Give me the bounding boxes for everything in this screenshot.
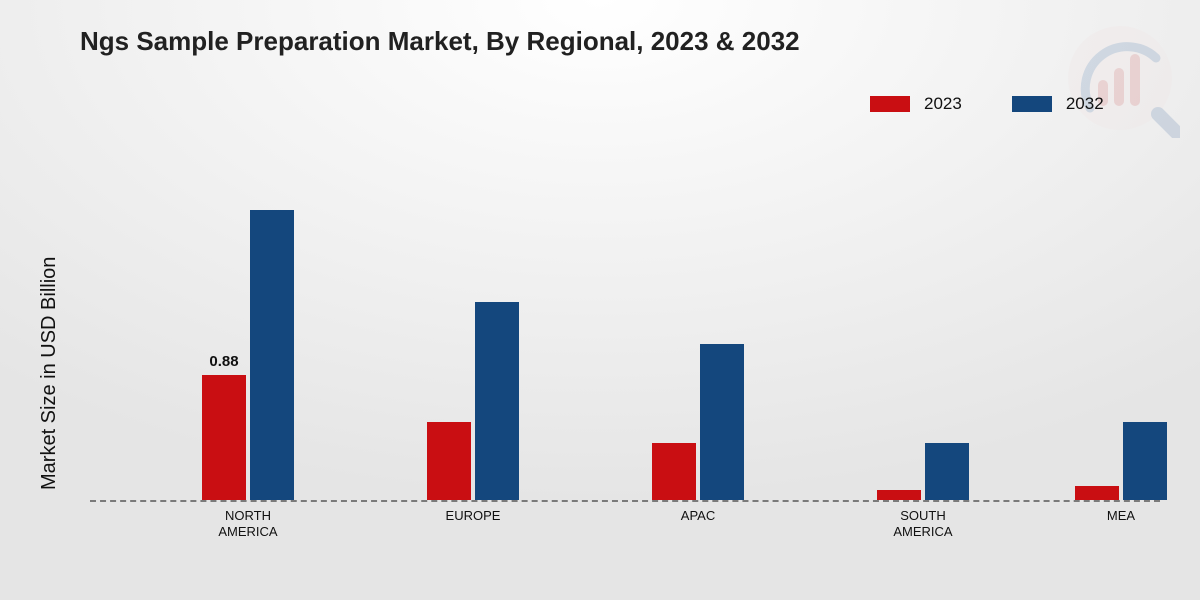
category-label-apac: APAC (638, 508, 758, 524)
chart-title: Ngs Sample Preparation Market, By Region… (80, 26, 800, 57)
legend-swatch-2032 (1012, 96, 1052, 112)
legend-label-2032: 2032 (1066, 94, 1104, 114)
value-label-north_america-2023: 0.88 (199, 353, 249, 370)
category-label-south_america: SOUTHAMERICA (863, 508, 983, 539)
legend-swatch-2023 (870, 96, 910, 112)
legend: 2023 2032 (870, 94, 1104, 114)
chart-stage: Ngs Sample Preparation Market, By Region… (0, 0, 1200, 600)
bar-north_america-2032 (250, 210, 294, 500)
bar-mea-2023 (1075, 486, 1119, 500)
watermark-icon (1060, 18, 1180, 138)
bar-apac-2032 (700, 344, 744, 500)
category-label-mea: MEA (1061, 508, 1181, 524)
bar-apac-2023 (652, 443, 696, 500)
bar-north_america-2023 (202, 375, 246, 500)
legend-item-2023: 2023 (870, 94, 962, 114)
watermark-logo (1060, 18, 1180, 138)
bar-south_america-2032 (925, 443, 969, 500)
bar-mea-2032 (1123, 422, 1167, 500)
legend-item-2032: 2032 (1012, 94, 1104, 114)
legend-label-2023: 2023 (924, 94, 962, 114)
bar-europe-2023 (427, 422, 471, 500)
bar-south_america-2023 (877, 490, 921, 500)
category-label-north_america: NORTHAMERICA (188, 508, 308, 539)
y-axis-label: Market Size in USD Billion (38, 257, 61, 490)
category-label-europe: EUROPE (413, 508, 533, 524)
bar-europe-2032 (475, 302, 519, 500)
plot-area: NORTHAMERICAEUROPEAPACSOUTHAMERICAMEA0.8… (90, 160, 1160, 500)
x-axis (90, 500, 1160, 502)
